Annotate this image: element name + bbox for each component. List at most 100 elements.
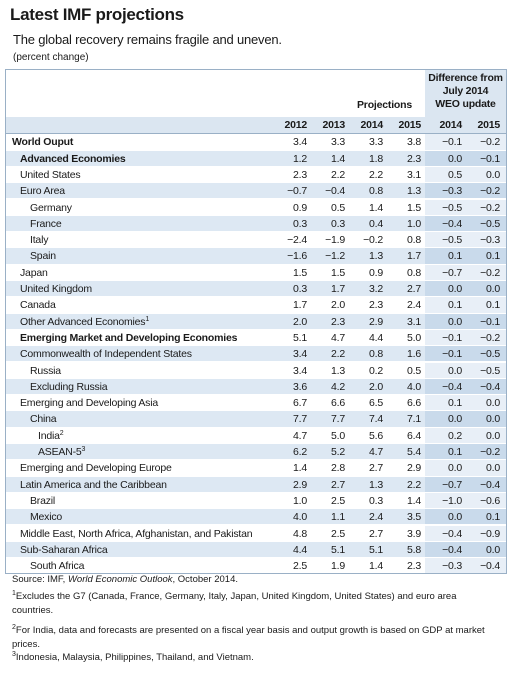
row-name: Mexico — [30, 511, 63, 524]
value-cell: 1.0 — [293, 494, 307, 507]
year-header: 2013 — [322, 119, 345, 131]
row-label: Canada — [20, 297, 56, 313]
diff-header-bg — [425, 70, 506, 117]
row-name: Other Advanced Economies — [20, 315, 146, 328]
row-label: Emerging Market and Developing Economies — [20, 330, 237, 346]
row-name: Emerging and Developing Asia — [20, 397, 158, 410]
footnote-text: For India, data and forecasts are presen… — [12, 625, 485, 650]
value-cell: −0.5 — [442, 201, 462, 214]
row-label: United Kingdom — [20, 281, 92, 297]
value-cell: 6.5 — [369, 397, 383, 410]
value-cell: 2.9 — [369, 315, 383, 328]
diff-bg — [425, 281, 506, 297]
row-label: France — [30, 216, 62, 232]
row-bg — [6, 492, 506, 509]
row-bg — [6, 362, 506, 378]
value-cell: 7.1 — [407, 413, 421, 426]
diff-bg — [425, 411, 506, 427]
diff-bg — [425, 297, 506, 313]
row-name: Euro Area — [20, 185, 65, 198]
row-label: Middle East, North Africa, Afghanistan, … — [20, 526, 253, 542]
value-cell: 0.0 — [448, 511, 462, 524]
row-bg — [6, 281, 506, 297]
diff-bg — [425, 215, 506, 232]
row-bg — [6, 183, 506, 199]
value-cell: 2.2 — [331, 168, 345, 181]
value-cell: 0.8 — [369, 185, 383, 198]
row-label: Other Advanced Economies1 — [20, 314, 149, 330]
value-cell: −0.5 — [442, 234, 462, 247]
value-cell: −0.2 — [480, 201, 500, 214]
value-cell: 3.5 — [407, 511, 421, 524]
value-cell: 0.9 — [369, 266, 383, 279]
row-bg — [6, 558, 506, 574]
row-bg — [6, 329, 506, 346]
row-label: Brazil — [30, 493, 55, 509]
footnote-text: Indonesia, Malaysia, Philippines, Thaila… — [15, 652, 254, 663]
value-cell: 2.7 — [369, 527, 383, 540]
value-cell: 0.1 — [448, 250, 462, 263]
value-cell: 2.4 — [407, 299, 421, 312]
value-cell: 1.3 — [369, 250, 383, 263]
unit: (percent change) — [13, 52, 89, 63]
value-cell: 3.8 — [407, 136, 421, 149]
value-cell: 3.6 — [293, 380, 307, 393]
value-cell: 0.3 — [293, 217, 307, 230]
year-header: 2014 — [439, 119, 462, 131]
subtitle: The global recovery remains fragile and … — [13, 32, 282, 47]
row-name: Sub-Saharan Africa — [20, 543, 108, 556]
value-cell: 1.3 — [407, 185, 421, 198]
value-cell: 5.1 — [369, 543, 383, 556]
value-cell: −0.3 — [442, 185, 462, 198]
value-cell: 4.7 — [293, 429, 307, 442]
row-name: Commonwealth of Independent States — [20, 348, 192, 361]
note-marker: 1 — [145, 315, 150, 323]
row-bg — [6, 166, 506, 183]
row-bg — [6, 232, 506, 248]
row-label: Emerging and Developing Europe — [20, 460, 172, 476]
value-cell: 1.2 — [293, 152, 307, 165]
row-label: Russia — [30, 363, 61, 379]
value-cell: 3.9 — [407, 527, 421, 540]
row-name: Emerging and Developing Europe — [20, 462, 172, 475]
value-cell: 2.3 — [331, 315, 345, 328]
value-cell: 1.5 — [293, 266, 307, 279]
value-cell: −2.4 — [287, 234, 307, 247]
row-bg — [6, 525, 506, 541]
value-cell: 2.3 — [407, 152, 421, 165]
value-cell: 0.4 — [369, 217, 383, 230]
diff-bg — [425, 232, 506, 248]
value-cell: 7.7 — [331, 413, 345, 426]
row-name: China — [30, 413, 57, 426]
value-cell: 0.3 — [331, 217, 345, 230]
diff-bg — [425, 427, 506, 443]
value-cell: 2.9 — [407, 462, 421, 475]
value-cell: 1.4 — [369, 560, 383, 573]
diff-bg — [425, 476, 506, 492]
value-cell: 3.4 — [293, 136, 307, 149]
source-text: Source: IMF, — [12, 574, 68, 585]
value-cell: 4.0 — [407, 380, 421, 393]
row-name: Canada — [20, 299, 56, 312]
value-cell: 0.5 — [407, 364, 421, 377]
value-cell: 2.0 — [331, 299, 345, 312]
row-name: India — [38, 429, 60, 442]
value-cell: 1.6 — [407, 348, 421, 361]
footnote: 2For India, data and forecasts are prese… — [12, 624, 500, 652]
row-label: Italy — [30, 232, 48, 248]
diff-bg — [425, 329, 506, 346]
row-name: World Ouput — [12, 136, 74, 149]
value-cell: 3.4 — [293, 348, 307, 361]
value-cell: −1.9 — [325, 234, 345, 247]
row-bg — [6, 346, 506, 362]
value-cell: 5.8 — [407, 543, 421, 556]
value-cell: 0.2 — [369, 364, 383, 377]
diff-bg — [425, 444, 506, 460]
value-cell: 1.3 — [369, 478, 383, 491]
value-cell: −0.3 — [442, 560, 462, 573]
value-cell: 0.1 — [448, 446, 462, 458]
value-cell: 6.2 — [293, 446, 307, 458]
value-cell: 0.0 — [448, 462, 462, 475]
value-cell: 0.0 — [448, 364, 462, 377]
value-cell: 4.4 — [369, 331, 383, 344]
